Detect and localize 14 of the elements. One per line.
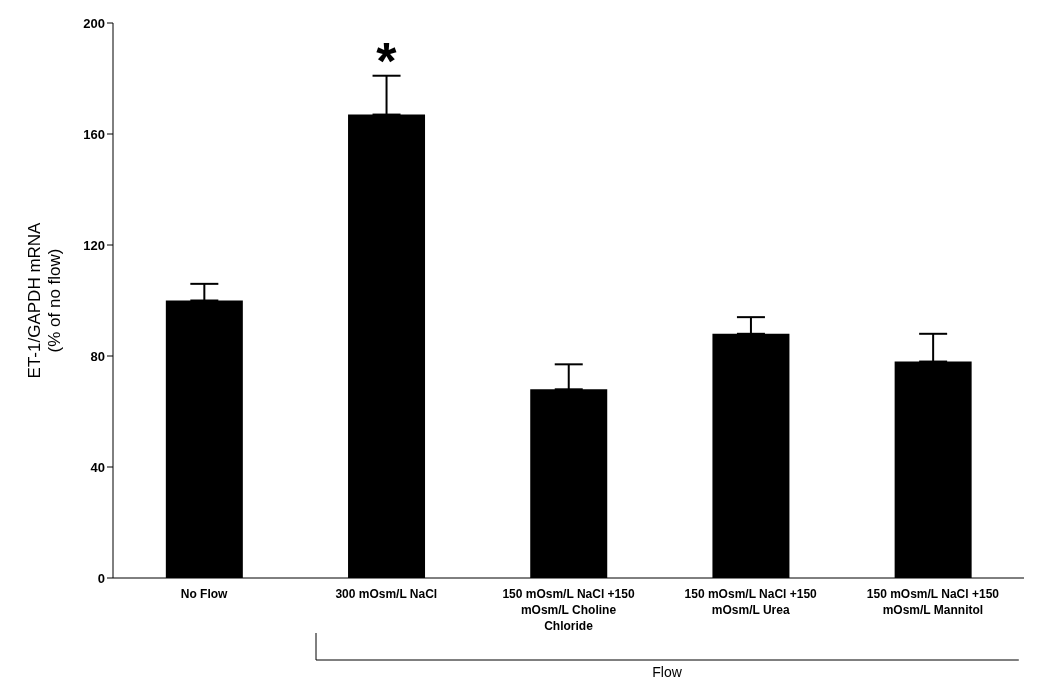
y-tick-label: 80 bbox=[90, 348, 105, 364]
y-tick-label: 40 bbox=[90, 459, 105, 475]
y-tick-label: 160 bbox=[83, 126, 105, 142]
x-tick-label: 300 mOsm/L NaCl bbox=[335, 587, 438, 601]
x-tick-label: 150 mOsm/L NaCl +150 mOsm/L Choline Chloride bbox=[502, 587, 635, 633]
y-tick-label: 120 bbox=[83, 237, 105, 253]
y-tick-label: 200 bbox=[83, 15, 105, 31]
text: Flow bbox=[651, 664, 683, 680]
x-tick-label: 150 mOsm/L NaCl +150 mOsm/L Urea bbox=[684, 587, 818, 617]
x-tick-label: 150 mOsm/L NaCl +150 mOsm/L Mannitol bbox=[866, 587, 1000, 617]
y-axis-title: ET-1/GAPDH mRNA (% of no flow) bbox=[25, 221, 64, 379]
annotation: * bbox=[376, 31, 398, 90]
x-tick-label: No Flow bbox=[180, 587, 229, 601]
y-tick-label: 0 bbox=[97, 570, 105, 586]
